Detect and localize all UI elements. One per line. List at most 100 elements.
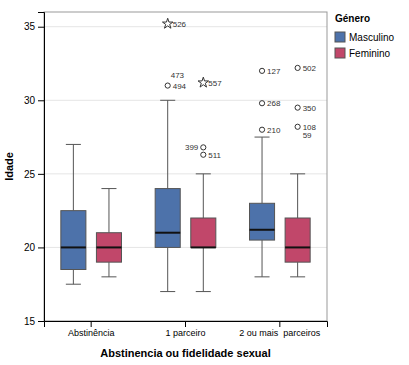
extreme bbox=[198, 77, 208, 87]
outlier bbox=[295, 65, 300, 70]
legend: Género Masculino Feminino bbox=[335, 13, 394, 59]
x-tick: 2 ou mais parceiros bbox=[239, 321, 321, 338]
box-body bbox=[250, 203, 275, 240]
whisker-cap-low bbox=[101, 276, 116, 277]
whisker-high bbox=[108, 189, 109, 233]
point-label: 502 bbox=[303, 63, 317, 72]
y-tick: 15 bbox=[24, 316, 44, 327]
x-axis: Abstinência 1 parceiro 2 ou mais parceiros bbox=[45, 321, 328, 338]
y-tick-label: 30 bbox=[24, 95, 36, 106]
whisker-cap-high bbox=[196, 173, 211, 174]
box-body bbox=[285, 218, 310, 262]
whisker-low bbox=[73, 270, 74, 285]
box bbox=[96, 189, 121, 277]
whisker-cap-high bbox=[160, 100, 175, 101]
box bbox=[61, 144, 86, 284]
x-axis-line bbox=[45, 322, 328, 328]
x-tick-mark bbox=[279, 321, 280, 327]
whisker-low bbox=[167, 247, 168, 291]
whisker-cap-low bbox=[290, 276, 305, 277]
outlier bbox=[259, 101, 264, 106]
annotation: 473 bbox=[171, 71, 185, 80]
whisker-high bbox=[262, 137, 263, 203]
point-label: 268 bbox=[267, 99, 281, 108]
y-tick-label: 20 bbox=[24, 242, 36, 253]
point-label: 350 bbox=[303, 103, 317, 112]
outlier bbox=[259, 68, 264, 73]
whisker-high bbox=[203, 174, 204, 218]
box-body bbox=[96, 233, 121, 262]
outlier bbox=[295, 124, 300, 129]
y-tick-label: 25 bbox=[24, 169, 36, 180]
whisker-cap-low bbox=[160, 291, 175, 292]
point-label: 399 bbox=[185, 143, 199, 152]
y-axis-line bbox=[38, 13, 45, 322]
y-tick-mark bbox=[38, 174, 44, 175]
whisker-cap-low bbox=[66, 284, 81, 285]
outlier bbox=[259, 127, 264, 132]
median bbox=[155, 232, 180, 234]
outlier bbox=[201, 145, 206, 150]
box-body bbox=[155, 189, 180, 248]
outlier bbox=[295, 105, 300, 110]
whisker-cap-high bbox=[66, 144, 81, 145]
whisker-low bbox=[297, 262, 298, 277]
grid bbox=[44, 27, 327, 321]
median bbox=[191, 246, 216, 248]
point-label: 210 bbox=[267, 125, 281, 134]
grid-line bbox=[44, 173, 327, 174]
y-axis-title: Idade bbox=[3, 152, 15, 181]
extreme bbox=[162, 18, 172, 28]
point-label: 526 bbox=[173, 19, 187, 28]
box bbox=[285, 65, 310, 277]
whisker-low bbox=[108, 262, 109, 277]
point-label: 494 bbox=[173, 81, 187, 90]
box-body bbox=[61, 211, 86, 270]
y-tick-mark bbox=[38, 27, 44, 28]
x-tick-label: 2 ou mais parceiros bbox=[239, 328, 321, 338]
y-axis: 1520253035 bbox=[24, 13, 45, 327]
y-tick-mark bbox=[38, 100, 44, 101]
y-tick: 30 bbox=[24, 95, 44, 106]
point-label: 127 bbox=[267, 66, 281, 75]
outlier bbox=[201, 152, 206, 157]
point-label: 511 bbox=[208, 150, 221, 159]
whisker-cap-high bbox=[101, 188, 116, 189]
y-tick-mark bbox=[38, 247, 44, 248]
y-tick-mark bbox=[38, 321, 44, 322]
whisker-high bbox=[73, 144, 74, 210]
legend-entry: Masculino bbox=[349, 32, 394, 43]
whisker-high bbox=[297, 174, 298, 218]
whisker-cap-low bbox=[196, 291, 211, 292]
point-label: 557 bbox=[208, 78, 222, 87]
whisker-cap-high bbox=[255, 137, 270, 138]
x-tick-label: Abstinência bbox=[68, 328, 115, 338]
legend-title: Género bbox=[335, 13, 370, 24]
whisker-low bbox=[262, 240, 263, 277]
whisker-cap-high bbox=[290, 173, 305, 174]
legend-entry: Feminino bbox=[349, 48, 391, 59]
whisker-low bbox=[203, 247, 204, 291]
box bbox=[155, 18, 180, 291]
plot-frame bbox=[44, 12, 327, 321]
outlier bbox=[165, 83, 170, 88]
x-tick-mark bbox=[91, 321, 92, 327]
median bbox=[61, 246, 86, 248]
point-labels: 49452621026812751139955710859350502473 bbox=[171, 19, 317, 159]
grid-line bbox=[44, 247, 327, 248]
median bbox=[285, 246, 310, 248]
x-tick-mark bbox=[185, 321, 186, 327]
x-axis-title: Abstinencia ou fidelidade sexual bbox=[100, 347, 271, 359]
grid-line bbox=[44, 100, 327, 101]
marks bbox=[61, 18, 310, 291]
median bbox=[250, 229, 275, 231]
x-tick: Abstinência bbox=[68, 321, 115, 338]
legend-swatch bbox=[335, 32, 345, 42]
box bbox=[191, 77, 216, 291]
y-tick: 20 bbox=[24, 242, 44, 253]
whisker-high bbox=[167, 100, 168, 188]
box-body bbox=[191, 218, 216, 247]
x-tick-label: 1 parceiro bbox=[165, 328, 205, 338]
y-tick: 25 bbox=[24, 169, 44, 180]
y-tick-label: 15 bbox=[24, 316, 36, 327]
